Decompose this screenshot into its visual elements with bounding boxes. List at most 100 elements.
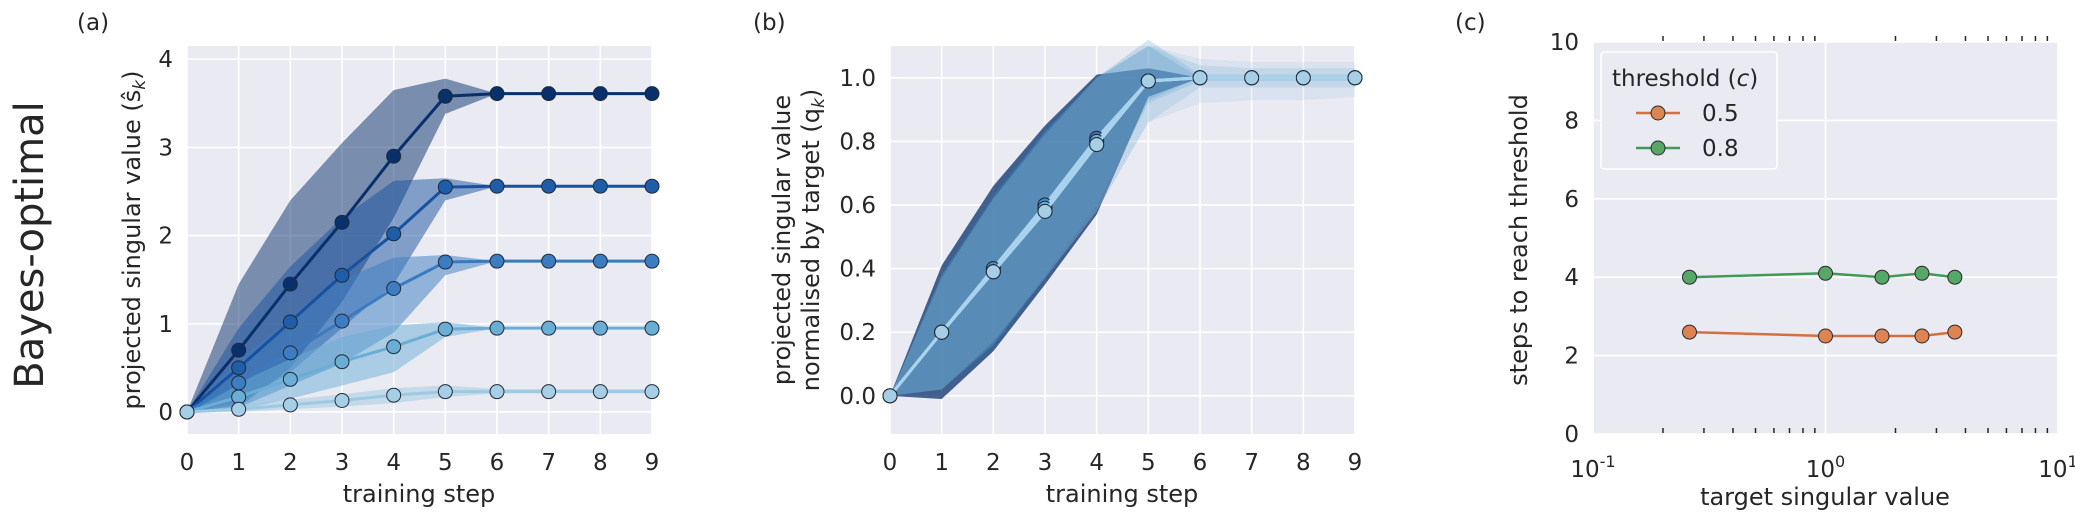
- y-tick-label: 4: [158, 47, 173, 73]
- y-tick-label: 6: [1564, 187, 1579, 213]
- data-point: [541, 384, 557, 400]
- data-point: [1295, 70, 1311, 86]
- y-tick-label: 3: [158, 135, 173, 161]
- data-point: [882, 388, 898, 404]
- y-tick-label: 1: [158, 312, 173, 338]
- data-point: [644, 320, 660, 336]
- data-point: [334, 313, 350, 329]
- data-point: [489, 178, 505, 194]
- data-point: [282, 314, 298, 330]
- data-point: [231, 360, 247, 376]
- data-point: [386, 387, 402, 403]
- x-tick-label: 5: [438, 450, 453, 476]
- series-line: [186, 259, 652, 414]
- data-point: [541, 253, 557, 269]
- panel-c-legend: threshold (c) 0.5 0.8: [1600, 51, 1778, 170]
- x-tick-label: 4: [1089, 450, 1104, 476]
- panel-b-y-axis-label-line2: normalised by target (qk): [797, 89, 829, 391]
- data-point: [437, 179, 453, 195]
- panel-b-x-axis-label: training step: [1046, 480, 1199, 508]
- panel-b-lines: [882, 70, 1363, 404]
- data-point: [541, 320, 557, 336]
- y-tick-label: 8: [1564, 108, 1579, 134]
- x-tick-label: 3: [335, 450, 350, 476]
- data-point: [985, 264, 1001, 280]
- x-tick-label: 2: [283, 450, 298, 476]
- data-point: [489, 320, 505, 336]
- x-tick-label: 3: [1038, 450, 1053, 476]
- panel-c-lines: [1681, 265, 1963, 344]
- data-point: [1947, 324, 1963, 340]
- panel-b-y-axis-label-line1: projected singular value: [768, 95, 796, 385]
- data-point: [1947, 269, 1963, 285]
- data-point: [1681, 269, 1697, 285]
- y-tick-label: 0.0: [839, 384, 876, 410]
- x-tick-label: 6: [1193, 450, 1208, 476]
- y-tick-label: 10: [1550, 30, 1579, 56]
- data-point: [1914, 328, 1930, 344]
- data-point: [592, 384, 608, 400]
- data-point: [644, 384, 660, 400]
- data-point: [541, 178, 557, 194]
- y-tick-label: 0.8: [839, 129, 876, 155]
- panel-c-label: (c): [1455, 10, 1486, 36]
- series-line: [888, 76, 1355, 397]
- data-point: [592, 320, 608, 336]
- series-line: [186, 184, 652, 414]
- data-point: [1874, 269, 1890, 285]
- panel-b: (b) 0 1 2 3 4 5 6 7 8 9 0.0 0.2 0.4 0.6 0.8 1.0 trainin…: [753, 10, 1363, 508]
- y-tick-label: 1.0: [839, 66, 876, 92]
- data-point: [437, 88, 453, 104]
- series-line: [185, 92, 652, 413]
- y-tick-label: 0.4: [839, 257, 876, 283]
- panel-a-y-axis-label: projected singular value (ŝk): [118, 71, 150, 410]
- panel-a-label: (a): [77, 10, 109, 36]
- data-point: [1244, 70, 1260, 86]
- panel-c-ticks: 10-1 100 101 0 2 4 6 8 10: [1550, 30, 2075, 483]
- y-tick-label: 2: [158, 224, 173, 250]
- y-tick-label: 4: [1564, 265, 1579, 291]
- legend-title: threshold (c): [1612, 66, 1758, 92]
- data-point: [1347, 70, 1363, 86]
- x-tick-label: 7: [1244, 450, 1259, 476]
- data-point: [592, 178, 608, 194]
- series-line: [186, 326, 652, 414]
- data-point: [179, 404, 195, 420]
- error-band: [890, 46, 1355, 396]
- panel-c-y-axis-label: steps to reach threshold: [1505, 94, 1533, 386]
- legend-label: 0.5: [1702, 101, 1739, 127]
- data-point: [541, 86, 557, 102]
- panel-c: (c) 10-1 100 101 0 2 4 6 8 10 target singular va…: [1455, 10, 2075, 511]
- x-tick-label: 7: [541, 450, 556, 476]
- x-tick-label: 100: [1806, 452, 1845, 483]
- data-point: [386, 226, 402, 242]
- y-tick-label: 0.2: [839, 320, 876, 346]
- x-tick-label: 9: [645, 450, 660, 476]
- x-tick-label: 2: [986, 450, 1001, 476]
- data-point: [489, 253, 505, 269]
- legend-marker: [1650, 105, 1666, 121]
- data-point: [1037, 203, 1053, 219]
- y-tick-label: 0: [1564, 422, 1579, 448]
- error-band: [890, 46, 1355, 396]
- panel-b-label: (b): [753, 10, 786, 36]
- data-point: [1140, 73, 1156, 89]
- row-label: Bayes-optimal: [7, 101, 53, 389]
- x-tick-label: 9: [1348, 450, 1363, 476]
- panel-b-ticks: 0 1 2 3 4 5 6 7 8 9 0.0 0.2 0.4 0.6 0.8 1.0: [839, 66, 1362, 476]
- panel-a-x-axis-label: training step: [343, 480, 496, 508]
- data-point: [592, 253, 608, 269]
- data-point: [437, 321, 453, 337]
- data-point: [489, 86, 505, 102]
- series-line: [186, 390, 652, 414]
- data-point: [231, 375, 247, 391]
- error-band: [890, 46, 1355, 396]
- data-point: [437, 384, 453, 400]
- data-point: [282, 345, 298, 361]
- data-point: [386, 339, 402, 355]
- legend-label: 0.8: [1702, 136, 1739, 162]
- x-tick-label: 8: [1296, 450, 1311, 476]
- data-point: [644, 86, 660, 102]
- data-point: [334, 267, 350, 283]
- data-point: [334, 214, 350, 230]
